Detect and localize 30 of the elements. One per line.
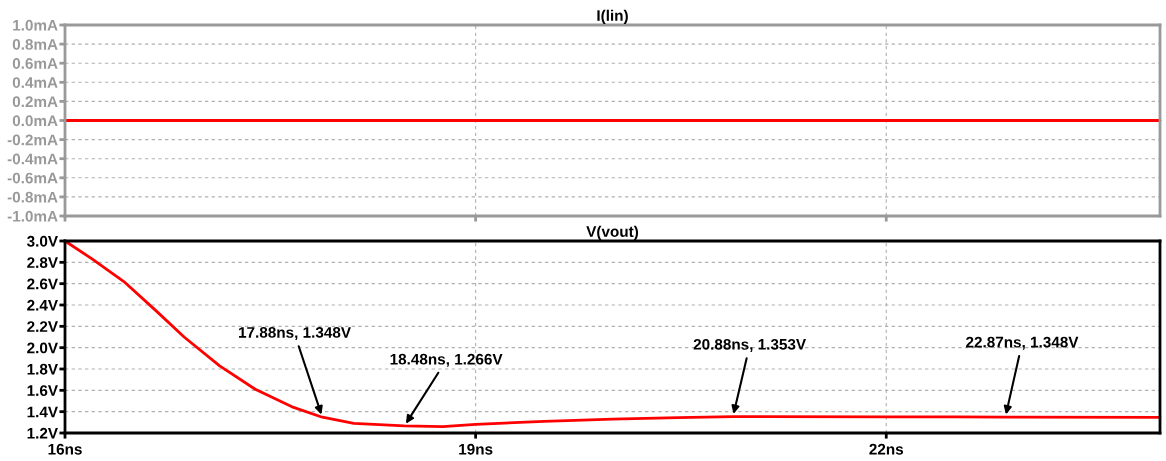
y-tick-label: 2.0V xyxy=(27,342,58,354)
y-tick-label: 0.4mA xyxy=(12,77,58,88)
annotation: 22.87ns, 1.348V xyxy=(966,336,1079,350)
y-tick-label: 0.2mA xyxy=(12,96,58,108)
y-tick-label: 3.0V xyxy=(26,235,58,247)
y-tick-label: 2.6V xyxy=(27,278,58,290)
x-tick-label: 16ns xyxy=(48,443,82,455)
y-tick-label: 0.0mA xyxy=(12,115,58,127)
y-tick-label: 0.8mA xyxy=(12,38,58,50)
y-tick-label: -0.8mA xyxy=(7,191,58,203)
y-tick-label: -0.2mA xyxy=(7,134,58,146)
y-tick-label: -0.4mA xyxy=(7,153,58,165)
y-tick-label: 2.4V xyxy=(27,299,58,311)
chart-title: I(lin) xyxy=(597,9,628,24)
y-tick-label: 1.8V xyxy=(27,363,58,375)
y-tick-label: 0.6mA xyxy=(12,58,58,69)
annotation: 17.88ns, 1.348V xyxy=(239,326,351,341)
y-tick-label: -0.6mA xyxy=(7,172,58,184)
y-tick-label: 2.2V xyxy=(27,321,58,332)
y-tick-label: 1.2V xyxy=(27,427,58,439)
chart-title: V(vout) xyxy=(586,225,639,240)
x-tick-label: 19ns xyxy=(459,443,493,455)
y-tick-label: 1.6V xyxy=(27,385,58,397)
y-tick-label: 2.8V xyxy=(27,257,58,269)
annotation: 20.88ns, 1.353V xyxy=(693,338,806,352)
y-tick-label: 1.0mA xyxy=(13,19,58,31)
y-tick-label: 1.4V xyxy=(27,406,58,418)
x-tick-label: 22ns xyxy=(869,443,904,455)
annotation: 18.48ns, 1.266V xyxy=(390,353,503,367)
y-tick-label: -1.0mA xyxy=(7,210,58,222)
